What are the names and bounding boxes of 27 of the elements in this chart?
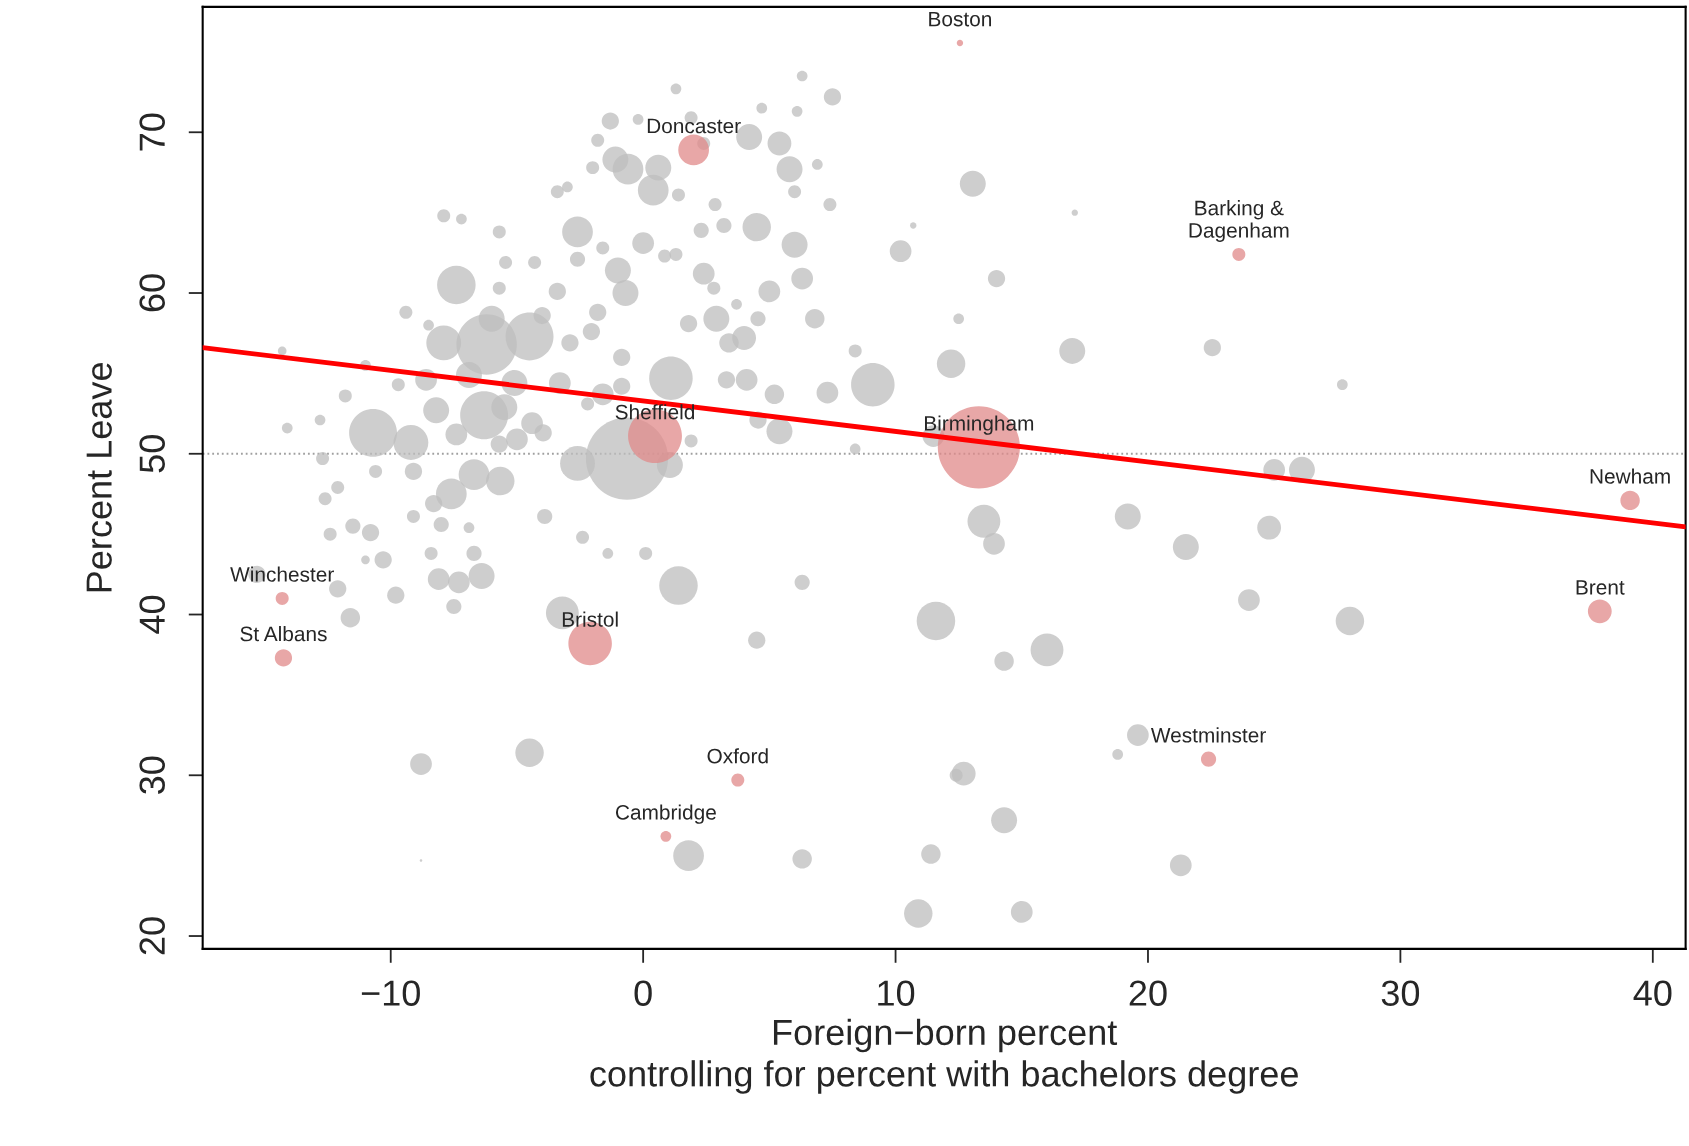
annotation: Birmingham [925, 415, 1034, 435]
x-tick-label: 20 [1129, 980, 1167, 1006]
annotation: Brent [1576, 580, 1625, 595]
y-tick-label: 30 [139, 756, 165, 794]
annotation: Cambridge [615, 804, 716, 824]
x-tick-label: 10 [878, 980, 915, 1006]
annotation: St Albans [240, 626, 327, 642]
annotation: Barking & Dagenham [1189, 200, 1289, 242]
annotation: Boston [929, 11, 992, 27]
annotation: Oxford [707, 748, 768, 764]
y-tick-label: 20 [139, 917, 165, 955]
annotation: Sheffield [615, 404, 695, 420]
x-tick-label: 0 [634, 980, 652, 1006]
annotation: Westminster [1150, 727, 1266, 743]
x-tick-label: 40 [1633, 980, 1672, 1006]
y-tick-label: 60 [139, 274, 165, 312]
x-tick-label: −10 [361, 980, 420, 1006]
y-tick-label: 40 [139, 595, 165, 634]
annotation: Doncaster [647, 118, 741, 134]
x-tick-label: 30 [1381, 980, 1420, 1006]
y-axis-title: Percent Leave [86, 363, 112, 592]
annotation: Winchester [230, 566, 334, 582]
annotation: Newham [1590, 468, 1670, 484]
x-axis-title: Foreign−born percent controlling for percent with bachelors degree [590, 1018, 1298, 1094]
y-tick-label: 50 [139, 435, 165, 473]
y-tick-label: 70 [139, 113, 165, 151]
annotation: Bristol [562, 611, 618, 627]
